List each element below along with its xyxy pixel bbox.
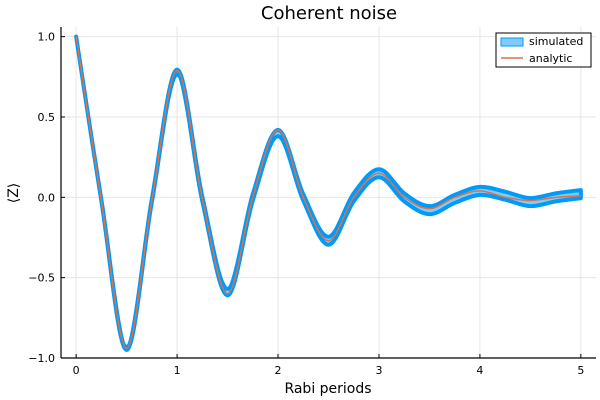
axes bbox=[60, 27, 596, 359]
x-tick-label: 5 bbox=[577, 364, 584, 377]
chart-title: Coherent noise bbox=[261, 3, 397, 24]
y-tick-label: −1.0 bbox=[28, 352, 55, 365]
analytic-line bbox=[75, 36, 581, 350]
legend-label-simulated: simulated bbox=[529, 35, 583, 48]
legend-label-analytic: analytic bbox=[529, 52, 572, 65]
x-tick-label: 1 bbox=[174, 364, 181, 377]
simulated-ribbon bbox=[74, 34, 583, 352]
x-axis-label: Rabi periods bbox=[284, 381, 371, 397]
series bbox=[74, 34, 583, 352]
y-tick-label: 0.5 bbox=[38, 111, 56, 124]
x-tick-label: 3 bbox=[375, 364, 382, 377]
y-tick-label: 1.0 bbox=[38, 31, 56, 44]
tick-labels: 0 1 2 3 4 5 −1.0 −0.5 0.0 0.5 1.0 bbox=[28, 31, 584, 377]
y-axis-label: ⟨Z⟩ bbox=[6, 183, 22, 204]
x-tick-label: 0 bbox=[73, 364, 80, 377]
grid bbox=[61, 27, 596, 359]
y-tick-label: −0.5 bbox=[28, 272, 55, 285]
x-tick-label: 2 bbox=[275, 364, 282, 377]
y-tick-label: 0.0 bbox=[38, 191, 56, 204]
legend-swatch-simulated bbox=[500, 37, 524, 47]
legend: simulated analytic bbox=[495, 32, 592, 68]
x-tick-label: 4 bbox=[476, 364, 483, 377]
